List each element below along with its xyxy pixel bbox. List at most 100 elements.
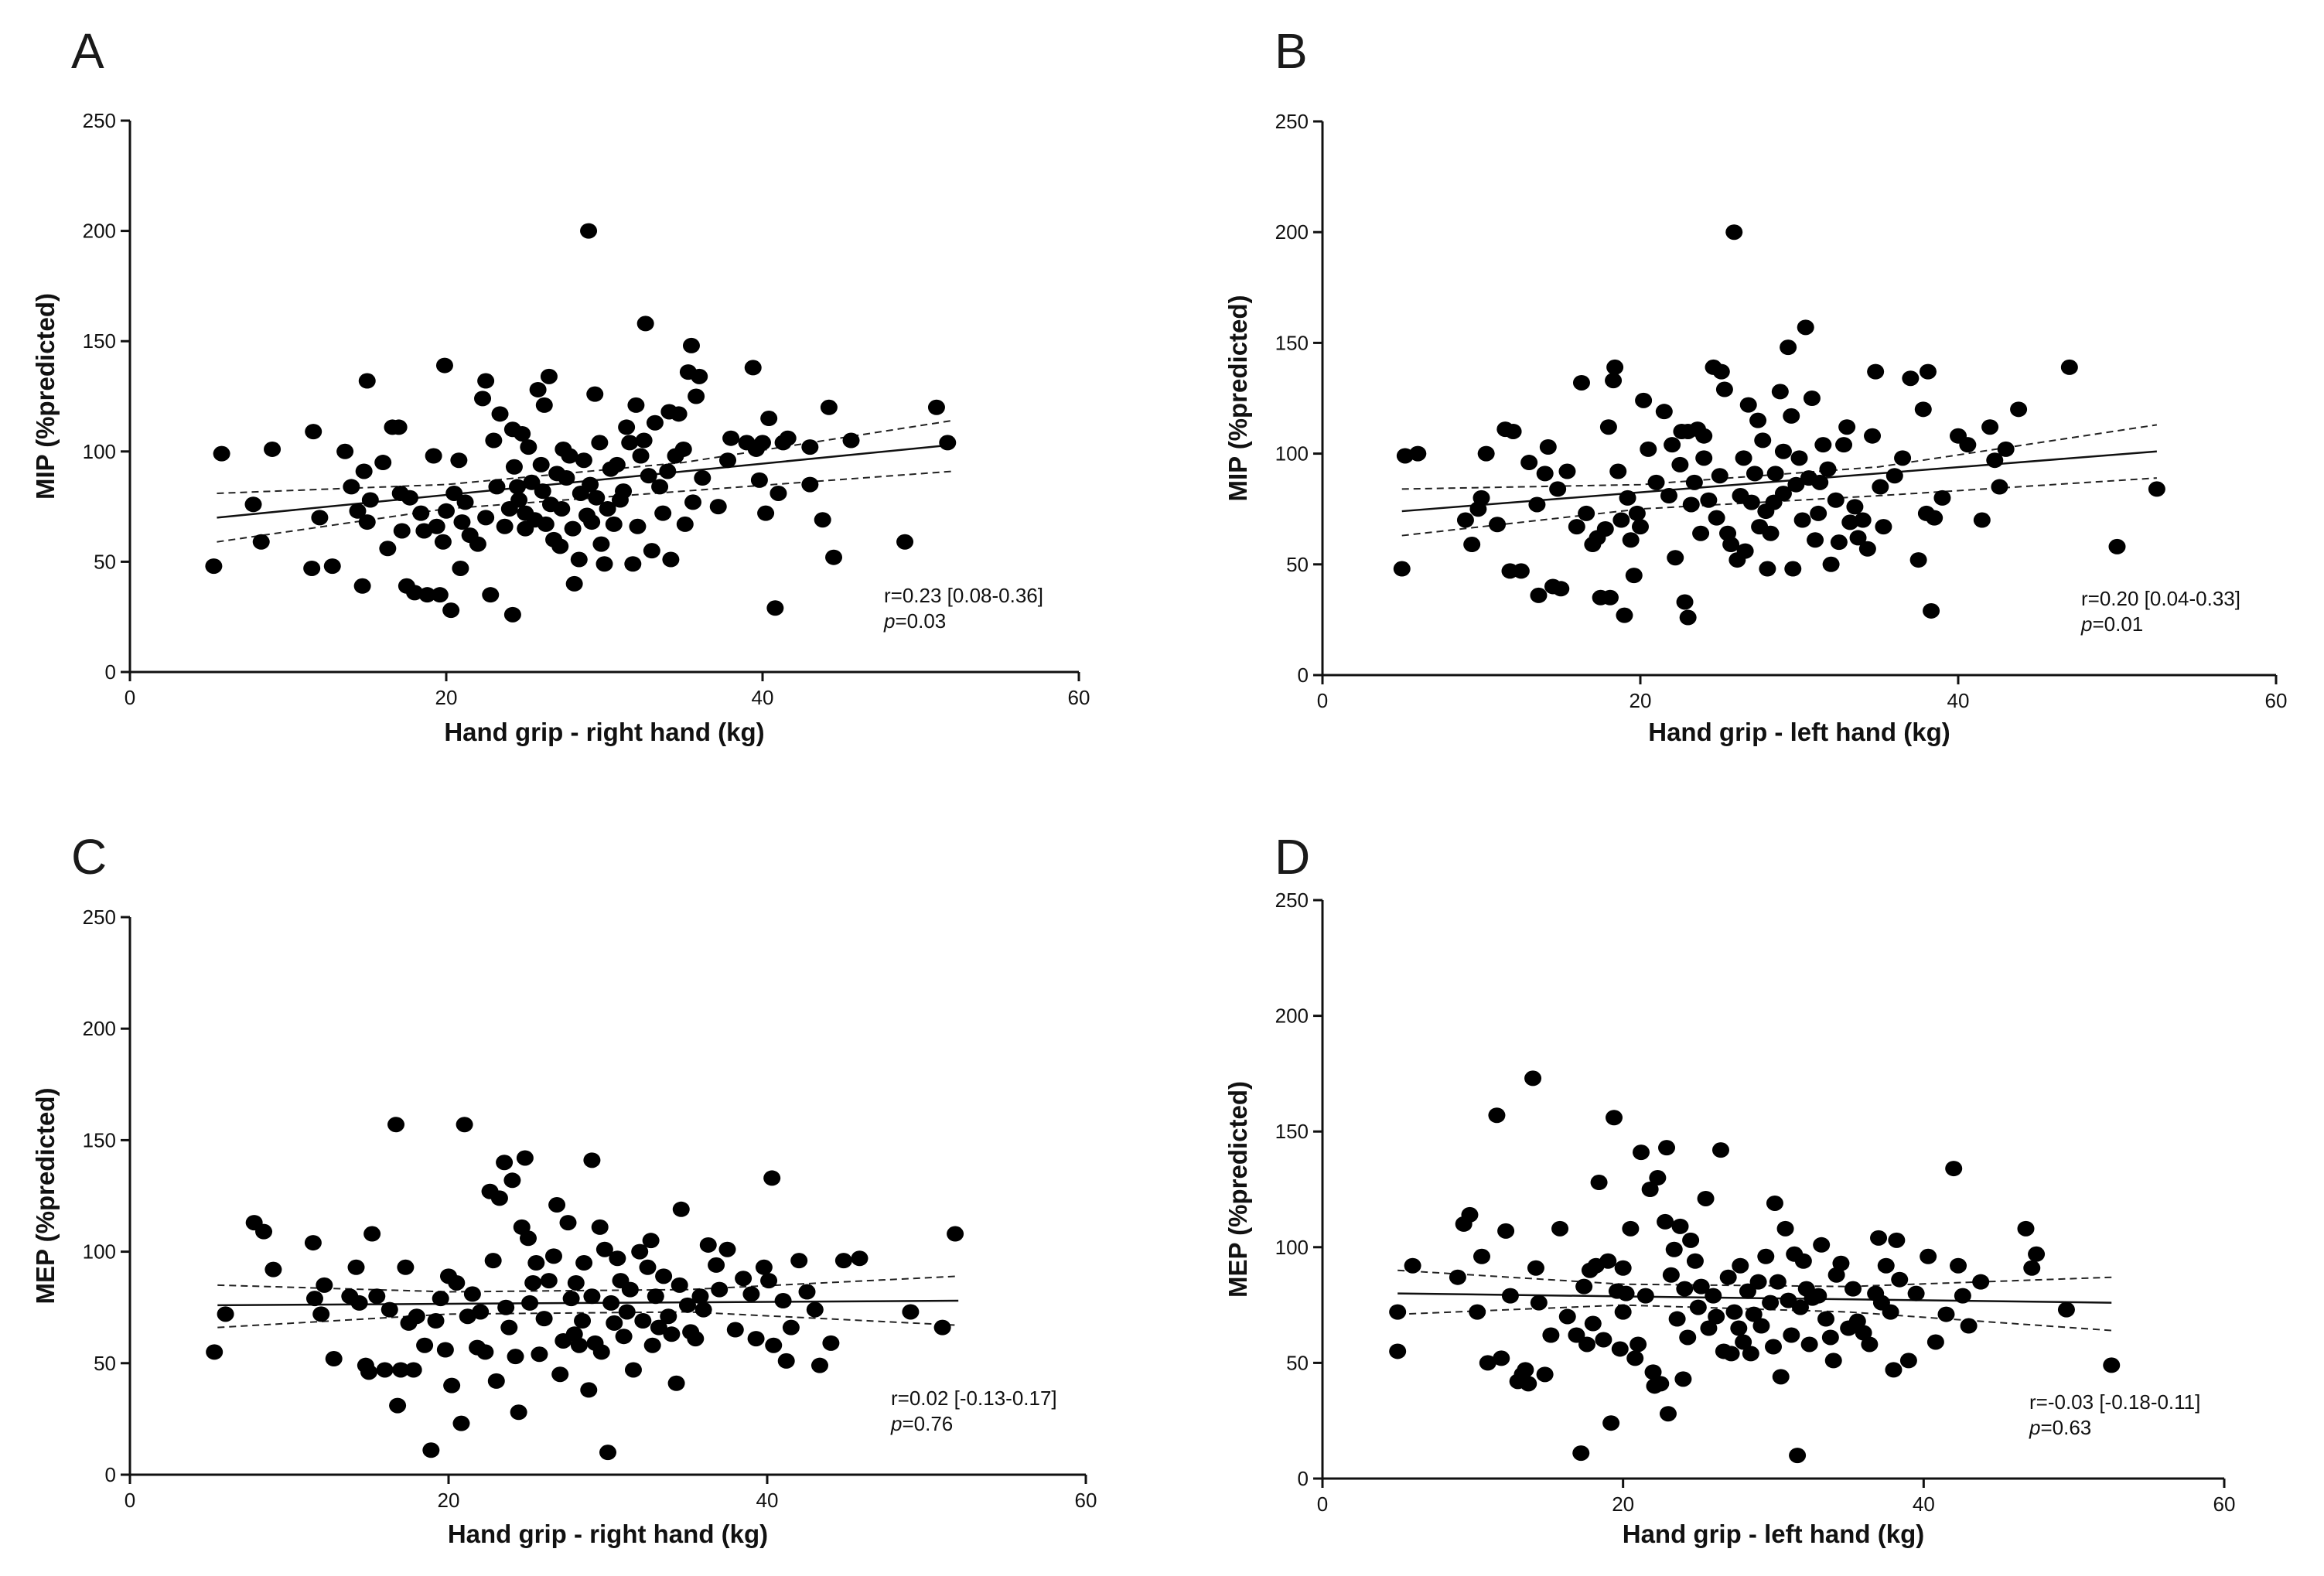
data-point (459, 1308, 476, 1325)
x-axis-title: Hand grip - left hand (kg) (1623, 1520, 1924, 1548)
data-point (1937, 1306, 1955, 1322)
data-point (1558, 463, 1576, 479)
data-point (1662, 1267, 1680, 1283)
ci-lower-line (1401, 477, 2157, 537)
data-point (1473, 490, 1490, 506)
data-point (1791, 1299, 1809, 1315)
data-point (1552, 581, 1570, 597)
data-point (583, 1152, 601, 1168)
data-point (1512, 563, 1530, 579)
data-point (1766, 1195, 1783, 1211)
data-point (1640, 441, 1657, 457)
data-point (624, 556, 642, 572)
panel-letter: A (71, 23, 104, 79)
panel-c: C 0 20 40 60 0 50 100 150 200 250 Hand grip - right… (31, 829, 1097, 1548)
data-point (621, 435, 639, 451)
data-point (553, 500, 571, 517)
data-point (1676, 594, 1694, 610)
data-point (755, 1259, 773, 1275)
data-point (1822, 556, 1840, 572)
data-point (1708, 1308, 1725, 1325)
data-point (643, 1337, 661, 1353)
data-point (763, 1170, 781, 1186)
data-point (1827, 492, 1845, 508)
data-point (1676, 1281, 1694, 1297)
data-point (822, 1335, 840, 1351)
data-point (497, 1299, 515, 1315)
x-axis-title: Hand grip - right hand (kg) (444, 718, 764, 746)
data-point (1695, 428, 1713, 444)
data-point (1824, 1353, 1842, 1369)
data-point (453, 514, 471, 530)
data-point (311, 510, 329, 526)
data-point (1635, 392, 1653, 408)
data-point (667, 1375, 685, 1391)
data-point (1686, 1253, 1704, 1269)
y-tick-label: 200 (83, 1017, 116, 1040)
x-tick-label: 20 (435, 686, 458, 709)
data-point (1752, 1318, 1770, 1334)
y-tick-label: 200 (83, 220, 116, 243)
data-point (655, 1268, 673, 1284)
data-point (682, 337, 700, 353)
data-point (350, 1295, 368, 1311)
data-point (363, 1226, 381, 1242)
data-point (1715, 381, 1733, 397)
data-point (583, 514, 601, 530)
data-point (1536, 1366, 1554, 1383)
data-point (1605, 373, 1623, 389)
data-point (474, 391, 492, 407)
data-point (1810, 1288, 1827, 1304)
data-point (1749, 1274, 1767, 1290)
data-point (1739, 397, 1757, 413)
data-point (1787, 476, 1805, 493)
data-point (1396, 448, 1414, 464)
data-point (684, 494, 702, 510)
data-point (1539, 439, 1557, 455)
data-point (406, 585, 424, 601)
data-point (516, 1150, 534, 1166)
data-point (592, 536, 610, 552)
data-point (1524, 1070, 1542, 1086)
data-point (503, 606, 521, 623)
data-point (520, 1230, 537, 1247)
data-point (436, 1342, 454, 1358)
data-point (1735, 450, 1752, 466)
data-point (1632, 1144, 1650, 1161)
y-axis-title: MIP (%predicted) (31, 293, 60, 500)
data-point (1504, 423, 1522, 439)
data-point (1601, 589, 1619, 605)
data-point (2108, 538, 2126, 554)
x-tick-label: 20 (438, 1489, 460, 1512)
data-point (1864, 428, 1882, 444)
data-point (1461, 1206, 1479, 1223)
data-point (349, 503, 367, 519)
data-point (591, 1219, 609, 1235)
data-point (1766, 466, 1784, 482)
data-point (699, 1237, 717, 1253)
data-point (1679, 1329, 1697, 1346)
data-point (432, 1291, 449, 1307)
data-point (347, 1259, 365, 1275)
stat-p-value: p=0.76 (890, 1412, 953, 1435)
ci-upper-line (1401, 424, 2158, 490)
data-point (2028, 1246, 2046, 1262)
data-point (305, 424, 322, 440)
data-point (766, 600, 784, 616)
data-point (1882, 1304, 1899, 1320)
data-point (1719, 1269, 1737, 1285)
data-point (1722, 1346, 1740, 1362)
data-point (1841, 514, 1859, 530)
data-point (448, 1274, 466, 1291)
data-point (779, 430, 797, 446)
data-point (694, 470, 712, 486)
data-point (1885, 1362, 1903, 1378)
data-point (264, 1261, 282, 1278)
data-point (629, 518, 647, 534)
x-tick-label: 60 (1068, 686, 1090, 709)
data-point (1991, 479, 2008, 495)
y-tick-label: 100 (1275, 1236, 1309, 1259)
y-tick-label: 150 (83, 1128, 116, 1151)
data-point (1649, 1170, 1667, 1186)
data-point (537, 516, 555, 532)
